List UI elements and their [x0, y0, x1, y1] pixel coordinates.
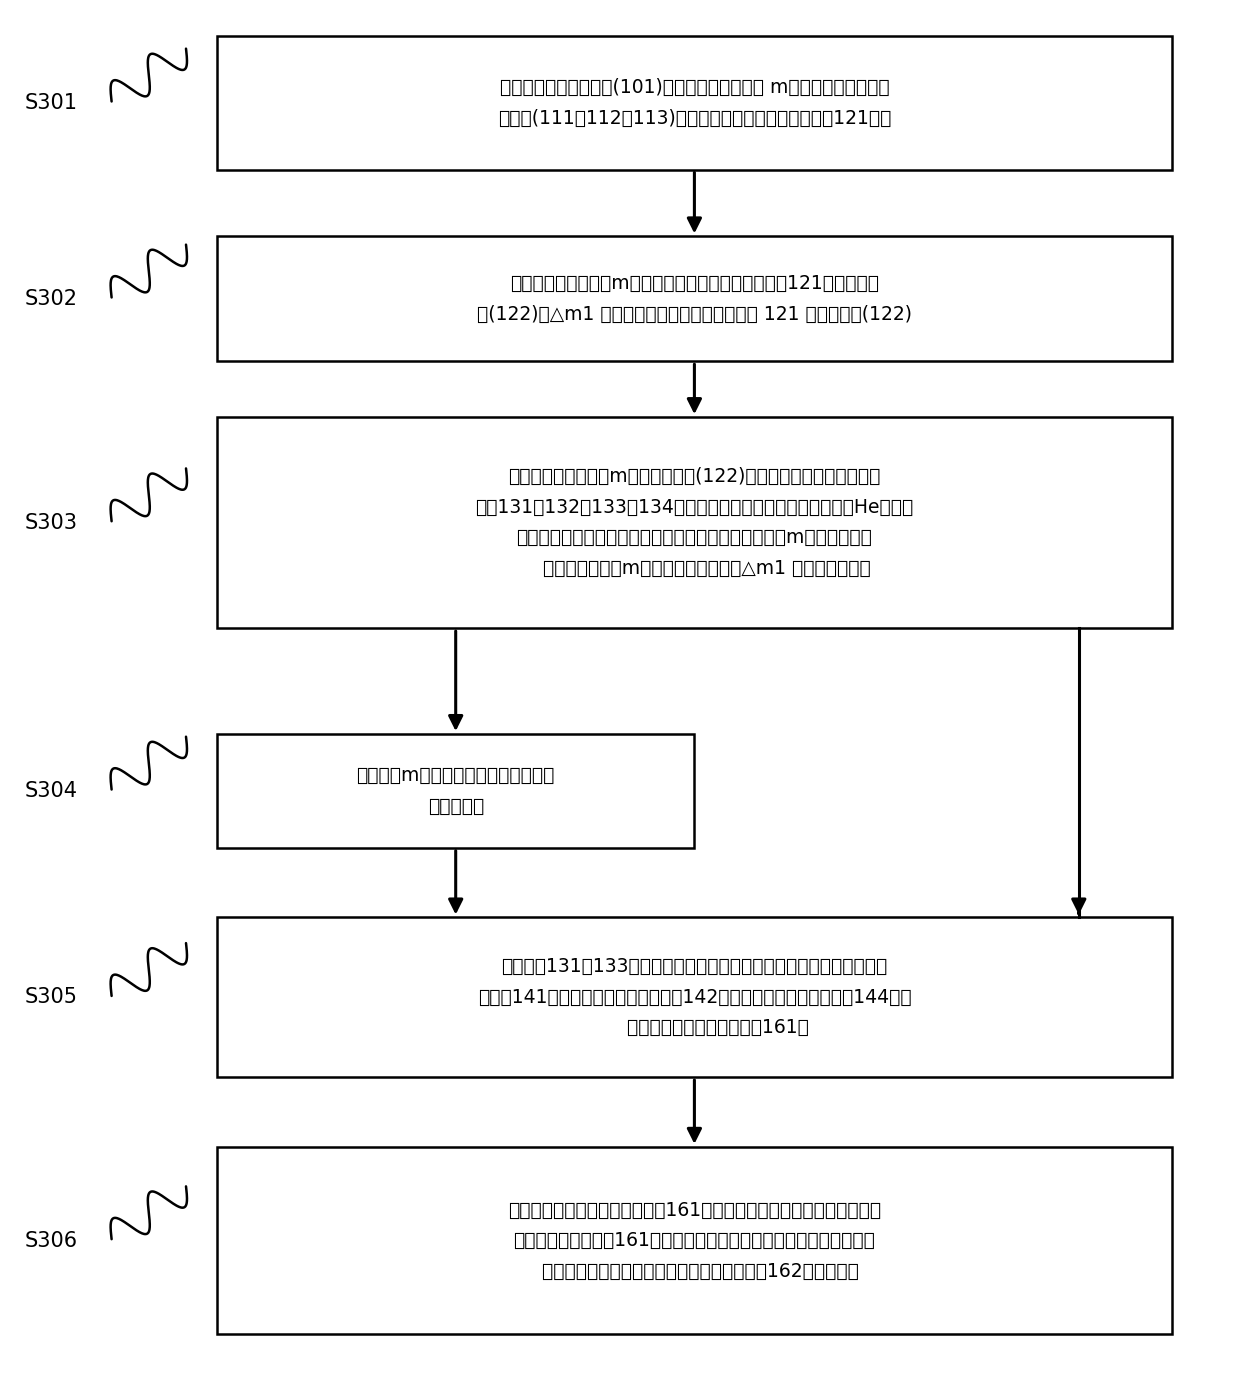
Text: S305: S305 — [25, 987, 78, 1008]
Text: 共振弹射此阱中的离子，离子被电子倍增器（162）探测到。: 共振弹射此阱中的离子，离子被电子倍增器（162）探测到。 — [529, 1262, 859, 1280]
Text: 目标被测样品离子（m）通过第一级四极质量分析器（121）进入后四: 目标被测样品离子（m）通过第一级四极质量分析器（121）进入后四 — [510, 274, 879, 293]
Bar — [217, 417, 1172, 628]
Text: 置（131、132、133、134），进入此装置后，离子与缓冲气（He）进行: 置（131、132、133、134），进入此装置后，离子与缓冲气（He）进行 — [475, 498, 914, 517]
Text: 碰撞冷却初始动能，经过长时间的累积和富集，离子（m）的数量接近: 碰撞冷却初始动能，经过长时间的累积和富集，离子（m）的数量接近 — [517, 528, 872, 548]
Bar — [217, 1147, 1172, 1334]
Bar — [217, 36, 1172, 170]
Text: 子导引(111、112、113)后进入第一级四极质量分析器（121）；: 子导引(111、112、113)后进入第一级四极质量分析器（121）； — [497, 108, 892, 128]
Text: S304: S304 — [25, 781, 78, 801]
Text: 极(122)，△m1 窗口外的离子被逐出，不能通过 121 进入后四极(122): 极(122)，△m1 窗口外的离子被逐出，不能通过 121 进入后四极(122) — [477, 304, 911, 324]
Text: 饱和。对离子（m）进一步隔离，逐出△m1 窗口外的离子。: 饱和。对离子（m）进一步隔离，逐出△m1 窗口外的离子。 — [518, 559, 870, 578]
Text: S303: S303 — [25, 513, 78, 532]
Text: 导入到三段双曲面离子阱（161）: 导入到三段双曲面离子阱（161） — [579, 1019, 810, 1037]
Text: S302: S302 — [25, 289, 78, 309]
Bar — [217, 734, 694, 848]
Text: 在端盖（131、133），施加电压，将特殊离子阱中的离子导入离子导引: 在端盖（131、133），施加电压，将特殊离子阱中的离子导入离子导引 — [501, 958, 888, 976]
Bar — [217, 917, 1172, 1077]
Text: 产生子离子: 产生子离子 — [428, 796, 484, 816]
Text: 三段双曲面离子阱（161）可以工作在全扫描模式、选择离子扫描模式: 三段双曲面离子阱（161）可以工作在全扫描模式、选择离子扫描模式 — [513, 1232, 875, 1250]
Text: 装置（141），离子经过四极偏转器（142），再经过离子导引装置（144），: 装置（141），离子经过四极偏转器（142），再经过离子导引装置（144）， — [477, 988, 911, 1006]
Text: 目标被测样品离子（m）进入后四极(122)经过整形，进入离子存储装: 目标被测样品离子（m）进入后四极(122)经过整形，进入离子存储装 — [508, 467, 880, 486]
Text: 让离子（m）与缓冲气进行高速碰撞，: 让离子（m）与缓冲气进行高速碰撞， — [357, 766, 554, 785]
Text: S306: S306 — [25, 1230, 78, 1251]
Bar — [217, 236, 1172, 361]
Text: 被测样品基体由离子源(101)离子化为离子（计为 m），经过本装置的离: 被测样品基体由离子源(101)离子化为离子（计为 m），经过本装置的离 — [500, 78, 889, 97]
Text: S301: S301 — [25, 93, 78, 113]
Text: 离子进入到三段双曲面离子阱（161）被存储，等离子初始动能冷却后，: 离子进入到三段双曲面离子阱（161）被存储，等离子初始动能冷却后， — [508, 1201, 880, 1219]
